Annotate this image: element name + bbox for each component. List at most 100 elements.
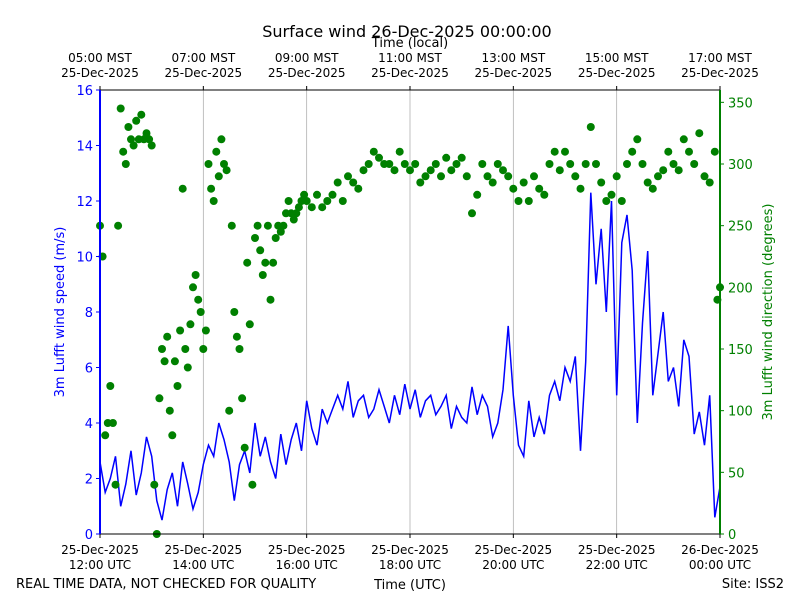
wind-direction-point: [674, 166, 683, 175]
wind-direction-point: [685, 147, 693, 156]
wind-direction-point: [170, 357, 179, 366]
bottom-tick-label-date: 26-Dec-2025: [681, 543, 759, 557]
wind-direction-point: [183, 363, 192, 372]
top-tick-label-time: 17:00 MST: [688, 51, 752, 65]
wind-direction-point: [199, 345, 208, 353]
wind-direction-point: [499, 166, 507, 175]
wind-direction-point: [648, 184, 657, 193]
wind-direction-point: [106, 382, 115, 390]
top-tick-label-time: 15:00 MST: [585, 51, 649, 65]
wind-direction-point: [571, 172, 580, 181]
wind-direction-point: [535, 184, 544, 193]
wind-direction-point: [705, 178, 714, 187]
wind-direction-point: [186, 320, 195, 329]
wind-direction-point: [111, 480, 120, 489]
left-tick-label: 12: [76, 195, 93, 210]
wind-direction-point: [478, 160, 487, 168]
wind-direction-point: [628, 147, 637, 156]
wind-direction-point: [700, 172, 709, 181]
wind-direction-point: [550, 147, 559, 156]
wind-direction-point: [447, 166, 456, 175]
right-tick-label: 300: [728, 158, 753, 173]
wind-direction-point: [300, 190, 309, 199]
top-tick-label-date: 25-Dec-2025: [164, 66, 242, 80]
wind-direction-point: [586, 123, 595, 131]
wind-direction-point: [442, 153, 451, 162]
wind-direction-point: [214, 172, 223, 181]
wind-direction-point: [359, 166, 368, 175]
top-tick-label-date: 25-Dec-2025: [268, 66, 346, 80]
wind-direction-point: [142, 129, 151, 138]
wind-direction-point: [201, 326, 210, 335]
wind-direction-point: [129, 141, 138, 150]
wind-direction-point: [217, 135, 226, 144]
wind-direction-point: [710, 147, 719, 156]
top-tick-label-time: 13:00 MST: [481, 51, 545, 65]
wind-direction-point: [509, 184, 518, 193]
wind-direction-point: [222, 166, 231, 175]
wind-direction-point: [344, 172, 352, 181]
wind-direction-point: [196, 308, 205, 316]
wind-direction-point: [669, 160, 678, 168]
wind-direction-point: [269, 258, 278, 267]
wind-direction-point: [633, 135, 642, 144]
wind-direction-point: [617, 197, 626, 205]
wind-direction-point: [253, 221, 262, 230]
wind-direction-point: [437, 172, 445, 181]
bottom-tick-label-time: 00:00 UTC: [689, 558, 751, 572]
wind-direction-point: [227, 221, 236, 230]
right-tick-label: 200: [728, 281, 753, 296]
wind-direction-point: [225, 406, 234, 415]
left-axis-label: 3m Lufft wind speed (m/s): [53, 227, 68, 398]
wind-direction-point: [566, 160, 575, 168]
wind-direction-point: [127, 135, 135, 144]
site-label: Site: ISS2: [722, 577, 784, 592]
wind-direction-point: [207, 184, 216, 193]
wind-direction-point: [238, 394, 247, 403]
wind-direction-point: [524, 197, 533, 205]
wind-direction-point: [147, 141, 156, 150]
wind-direction-point: [385, 160, 394, 168]
wind-direction-point: [292, 209, 301, 218]
wind-direction-point: [132, 116, 141, 125]
chart-title: Surface wind 26-Dec-2025 00:00:00: [262, 22, 551, 41]
wind-direction-point: [256, 246, 265, 255]
wind-direction-point: [209, 197, 218, 205]
wind-direction-point: [431, 160, 440, 168]
wind-direction-point: [607, 190, 616, 199]
top-tick-label-time: 09:00 MST: [275, 51, 339, 65]
top-tick-label-date: 25-Dec-2025: [61, 66, 139, 80]
wind-direction-point: [555, 166, 564, 175]
top-tick-label-date: 25-Dec-2025: [371, 66, 449, 80]
wind-direction-point: [540, 190, 549, 199]
wind-direction-point: [659, 166, 668, 175]
wind-direction-point: [338, 197, 347, 205]
wind-direction-point: [263, 221, 272, 230]
top-axis-label: Time (local): [371, 36, 448, 51]
wind-direction-point: [364, 160, 373, 168]
left-tick-label: 4: [85, 417, 93, 432]
wind-direction-point: [679, 135, 688, 144]
wind-direction-point: [462, 172, 471, 181]
wind-direction-point: [165, 406, 174, 415]
wind-direction-point: [411, 160, 420, 168]
wind-direction-point: [266, 295, 275, 304]
bottom-tick-label-date: 25-Dec-2025: [164, 543, 242, 557]
wind-direction-point: [124, 123, 133, 131]
wind-direction-point: [400, 160, 409, 168]
bottom-tick-label-date: 25-Dec-2025: [474, 543, 552, 557]
wind-direction-point: [406, 166, 414, 175]
wind-direction-point: [284, 197, 293, 205]
top-tick-label-time: 05:00 MST: [68, 51, 132, 65]
wind-direction-point: [178, 184, 187, 193]
wind-direction-point: [212, 147, 221, 156]
wind-direction-point: [664, 147, 673, 156]
wind-direction-point: [597, 178, 606, 187]
wind-direction-point: [101, 431, 110, 440]
wind-direction-point: [545, 160, 554, 168]
wind-direction-point: [519, 178, 528, 187]
wind-direction-point: [333, 178, 342, 187]
wind-direction-point: [220, 160, 228, 168]
wind-direction-point: [643, 178, 652, 187]
wind-direction-point: [530, 172, 538, 181]
